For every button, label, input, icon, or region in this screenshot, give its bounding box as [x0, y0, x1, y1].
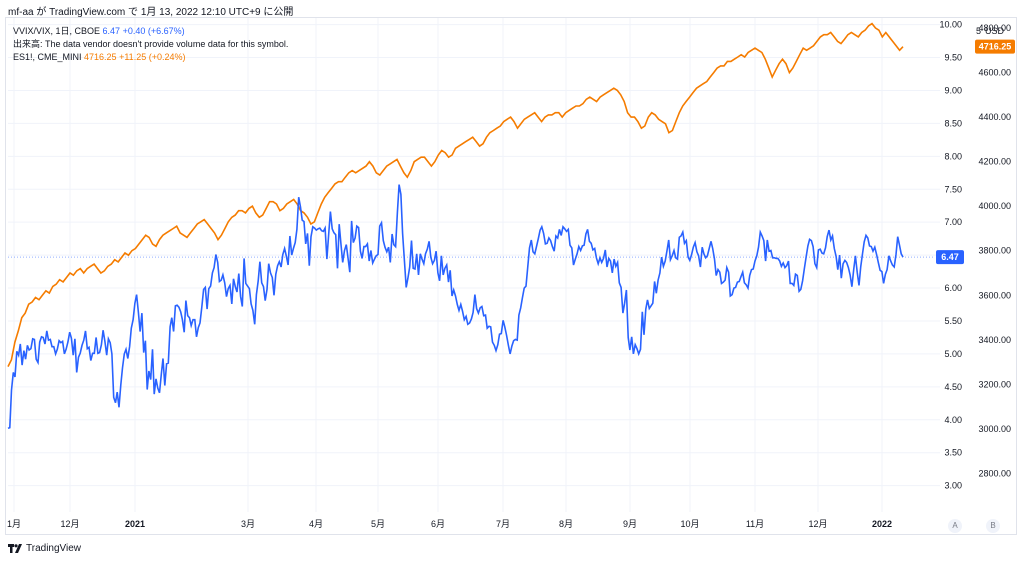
legend-row-es1[interactable]: ES1!, CME_MINI 4716.25 +11.25 (+0.24%) — [13, 51, 288, 64]
left-tick-label: 9.50 — [944, 53, 962, 63]
x-tick-label: 12月 — [60, 519, 79, 529]
right-axis[interactable]: 4800.00 4600.00 4400.00 4200.00 4000.00 3800.… — [978, 23, 1011, 478]
left-tick-label: 4.00 — [944, 415, 962, 425]
vvix-last-badge — [936, 250, 964, 265]
x-tick-label: 7月 — [496, 519, 510, 529]
legend-row-vvix[interactable]: VVIX/VIX, 1日, CBOE 6.47 +0.40 (+6.67%) — [13, 25, 288, 38]
vvix-symbol: VVIX/VIX, 1日, CBOE — [13, 26, 101, 36]
grid — [8, 18, 940, 512]
x-tick-label: 10月 — [680, 519, 699, 529]
left-tick-label: 4.50 — [944, 382, 962, 392]
left-tick-label: 8.00 — [944, 151, 962, 161]
right-tick-label: 4000.00 — [978, 201, 1011, 211]
x-tick-label: 2021 — [125, 519, 145, 529]
legend: VVIX/VIX, 1日, CBOE 6.47 +0.40 (+6.67%) 出… — [13, 25, 288, 64]
right-tick-label: 3600.00 — [978, 290, 1011, 300]
right-tick-label: 3000.00 — [978, 424, 1011, 434]
x-tick-label: 4月 — [309, 519, 323, 529]
left-axis[interactable]: 10.009.509.008.508.007.507.006.506.005.5… — [939, 20, 962, 491]
es1-value: 4716.25 — [84, 52, 117, 62]
left-tick-label: 9.00 — [944, 85, 962, 95]
currency-label[interactable]: 5 USD — [976, 26, 1005, 36]
left-tick-label: 3.00 — [944, 481, 962, 491]
right-tick-label: 3800.00 — [978, 246, 1011, 256]
es1-line[interactable] — [7, 22, 904, 367]
es1-symbol: ES1!, CME_MINI — [13, 52, 82, 62]
right-tick-label: 4400.00 — [978, 112, 1011, 122]
publish-caption: mf-aa が TradingView.com で 1月 13, 2022 12… — [8, 7, 294, 18]
es1-change: +11.25 (+0.24%) — [119, 52, 186, 62]
branding-text: TradingView — [26, 543, 82, 554]
es1-last-badge-text: 4716.25 — [979, 42, 1012, 52]
left-tick-label: 8.50 — [944, 118, 962, 128]
left-tick-label: 5.50 — [944, 316, 962, 326]
x-tick-label: 3月 — [241, 519, 255, 529]
right-tick-label: 3200.00 — [978, 379, 1011, 389]
left-tick-label: 7.50 — [944, 184, 962, 194]
volume-note: 出来高: The data vendor doesn't provide vol… — [13, 39, 289, 49]
x-tick-label: 12月 — [808, 519, 827, 529]
x-tick-label: 8月 — [559, 519, 573, 529]
right-tick-label: 4200.00 — [978, 157, 1011, 167]
vvix-value: 6.47 — [102, 26, 121, 36]
auto-scale-button[interactable]: A — [948, 519, 962, 533]
time-axis[interactable]: 1月 12月 2021 3月 4月 5月 6月 7月 8月 9月 10月 11月 12月 2022 — [7, 519, 892, 529]
x-tick-label: 11月 — [746, 519, 764, 529]
right-tick-label: 3400.00 — [978, 335, 1011, 345]
right-tick-label: 2800.00 — [978, 468, 1011, 478]
right-tick-label: 4800.00 — [978, 23, 1011, 33]
chart-frame[interactable] — [5, 17, 1017, 535]
x-tick-label: 6月 — [431, 519, 445, 529]
b-button[interactable]: B — [986, 519, 1000, 533]
left-tick-label: 10.00 — [939, 20, 962, 30]
x-tick-label: 1月 — [7, 519, 21, 529]
x-tick-label: 9月 — [623, 519, 637, 529]
vvix-last-badge-text: 6.47 — [941, 252, 959, 262]
tradingview-branding[interactable]: TradingView — [8, 543, 81, 554]
x-tick-label: 5月 — [371, 519, 385, 529]
right-clip-label: 5 — [976, 26, 982, 36]
right-tick-label: 4600.00 — [978, 68, 1011, 78]
vvix-change: +0.40 (+6.67%) — [122, 26, 185, 36]
tradingview-logo-icon — [8, 544, 22, 553]
x-tick-label: 2022 — [872, 519, 892, 529]
usd-text: USD — [985, 26, 1005, 36]
es1-last-badge — [975, 39, 1015, 54]
left-tick-label: 7.00 — [944, 217, 962, 227]
left-tick-label: 6.00 — [944, 283, 962, 293]
left-tick-label: 3.50 — [944, 448, 962, 458]
left-tick-label: 5.00 — [944, 349, 962, 359]
vvix-vix-line[interactable] — [7, 184, 904, 430]
last-value-badges: 6.47 4716.25 — [936, 39, 1015, 265]
